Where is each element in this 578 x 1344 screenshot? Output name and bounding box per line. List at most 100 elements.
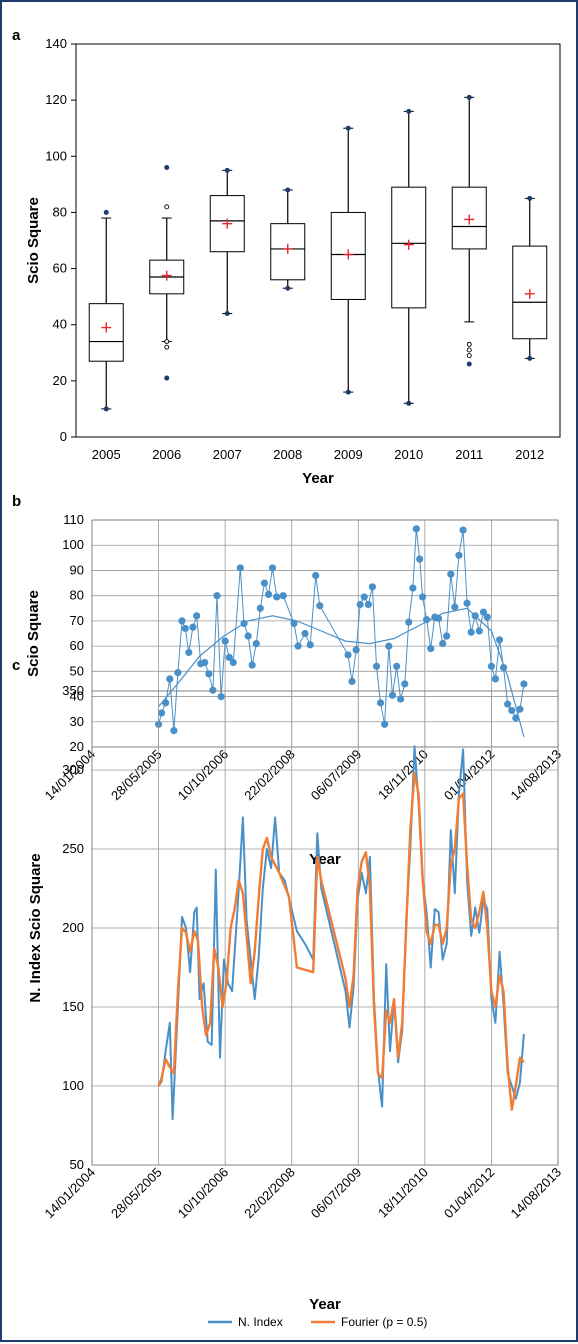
mean-marker xyxy=(343,249,354,260)
mean-marker xyxy=(282,243,293,254)
data-point xyxy=(244,632,252,640)
extreme-point xyxy=(224,167,230,173)
data-point xyxy=(393,662,401,670)
data-point xyxy=(185,648,193,657)
y-tick-label: 150 xyxy=(62,999,84,1014)
data-point xyxy=(434,614,443,622)
data-point xyxy=(397,695,405,703)
extreme-point xyxy=(466,94,472,100)
data-point xyxy=(306,641,314,649)
data-point xyxy=(487,662,496,670)
mean-marker xyxy=(524,288,535,299)
data-point xyxy=(416,555,424,563)
panel-letter-a: a xyxy=(12,27,21,44)
y-tick-label: 70 xyxy=(70,613,84,628)
x-tick-label: 01/04/2012 xyxy=(441,1165,498,1222)
panel-a-boxplot: a 0 20 40 60 80 100 120 140 2005 2006 2007 2008 2009 2… xyxy=(12,27,561,487)
legend-label: N. Index xyxy=(238,1315,283,1329)
data-point xyxy=(264,590,273,599)
y-tick-label: 100 xyxy=(62,1078,84,1093)
extreme-point xyxy=(406,108,412,114)
y-tick-label: 100 xyxy=(62,537,84,552)
plot-frame xyxy=(75,43,561,438)
y-tick-label: 50 xyxy=(70,663,84,678)
data-point xyxy=(439,639,447,648)
y-tick-label: 20 xyxy=(53,373,67,388)
x-tick-label: 2006 xyxy=(152,447,181,462)
x-axis-title: Year xyxy=(309,1296,341,1313)
data-point xyxy=(225,653,233,662)
data-point xyxy=(205,670,213,678)
x-tick-label: 14/08/2013 xyxy=(507,747,564,804)
data-point xyxy=(170,727,178,735)
plot-frame xyxy=(91,690,559,1166)
y-tick-label: 120 xyxy=(45,92,67,107)
x-tick-label: 28/05/2005 xyxy=(108,747,165,804)
x-tick-label: 2005 xyxy=(92,447,121,462)
y-tick-label: 80 xyxy=(53,204,67,219)
data-point xyxy=(221,637,229,645)
data-point xyxy=(427,645,435,653)
x-tick-label: 06/07/2009 xyxy=(308,747,365,804)
mean-marker xyxy=(161,270,172,281)
x-tick-label: 2009 xyxy=(334,447,363,462)
data-point xyxy=(252,639,260,648)
y-tick-label: 90 xyxy=(70,562,84,577)
x-tick-label: 28/05/2005 xyxy=(108,1165,165,1222)
data-point xyxy=(248,661,256,669)
data-point xyxy=(312,571,320,580)
data-point xyxy=(483,613,491,621)
data-point xyxy=(512,714,520,722)
x-tick-label: 14/08/2013 xyxy=(507,1165,564,1222)
plot-frame xyxy=(91,519,559,748)
mean-marker xyxy=(464,214,475,225)
extreme-point xyxy=(285,285,291,291)
x-axis-title: Year xyxy=(302,470,334,487)
data-point xyxy=(401,680,409,688)
y-axis-title: N. Index Scio Square xyxy=(27,853,44,1002)
outlier-point xyxy=(466,353,472,359)
data-point xyxy=(516,705,524,713)
x-tick-label: 18/11/2010 xyxy=(375,747,431,803)
extreme-point xyxy=(164,375,170,381)
extreme-point xyxy=(345,125,351,131)
y-tick-label: 60 xyxy=(70,638,84,653)
series-line-n-index xyxy=(157,745,525,1121)
y-tick-label: 80 xyxy=(70,588,84,603)
data-point xyxy=(504,700,512,708)
data-point xyxy=(290,619,298,628)
data-point xyxy=(209,686,217,694)
mean-marker xyxy=(101,322,112,333)
outlier-point xyxy=(164,344,170,350)
data-point xyxy=(467,628,475,636)
x-axis-title: Year xyxy=(309,851,341,868)
y-tick-label: 30 xyxy=(70,714,84,729)
data-point xyxy=(268,564,277,572)
x-tick-label: 18/11/2010 xyxy=(375,1165,431,1221)
data-point xyxy=(193,612,201,620)
data-point xyxy=(217,692,225,701)
data-point xyxy=(443,632,451,640)
extreme-point xyxy=(285,187,291,193)
outlier-point xyxy=(466,347,472,353)
data-point xyxy=(412,525,420,533)
y-tick-label: 140 xyxy=(45,36,67,51)
extreme-point xyxy=(103,209,109,215)
data-point xyxy=(455,551,463,559)
panel-letter-c: c xyxy=(12,657,20,674)
y-axis-title: Scio Square xyxy=(25,590,42,677)
data-point xyxy=(178,617,186,625)
data-point xyxy=(520,680,528,688)
x-tick-label: 10/10/2006 xyxy=(175,1165,232,1222)
data-point xyxy=(174,668,182,677)
x-tick-label: 10/10/2006 xyxy=(175,747,232,804)
data-point xyxy=(463,599,471,607)
data-point xyxy=(471,612,479,620)
extreme-point xyxy=(527,195,533,201)
extreme-point xyxy=(406,400,412,406)
data-point xyxy=(166,675,174,683)
x-tick-label: 2008 xyxy=(273,447,302,462)
y-tick-label: 350 xyxy=(62,683,84,698)
